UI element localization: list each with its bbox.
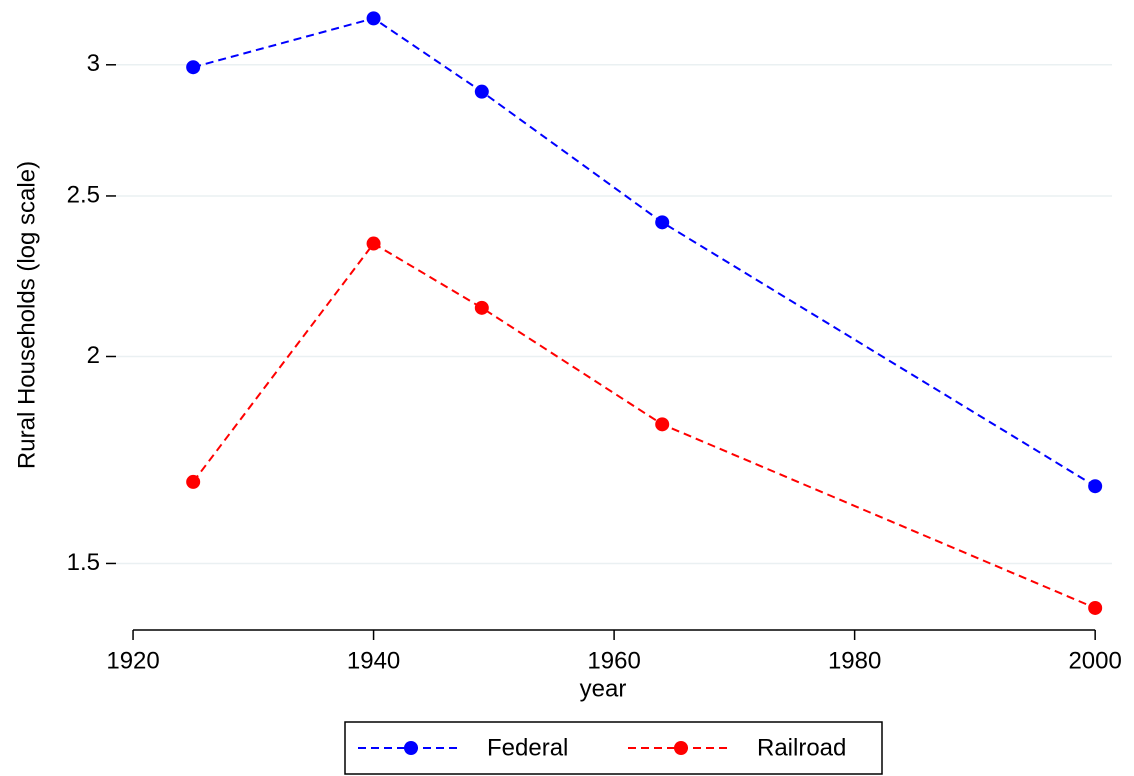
x-tick-label: 2000 [1068, 647, 1121, 674]
x-axis-label: year [580, 675, 627, 702]
marker [474, 300, 489, 315]
legend-box [344, 721, 883, 775]
legend-marker [404, 741, 418, 755]
x-tick-label: 1940 [347, 647, 400, 674]
marker [366, 11, 381, 26]
series-line [192, 17, 1096, 488]
marker [474, 84, 489, 99]
legend-label: Railroad [757, 734, 846, 761]
x-tick-label: 1980 [828, 647, 881, 674]
y-tick-label: 2.5 [67, 181, 100, 208]
x-tick-label: 1920 [106, 647, 159, 674]
y-axis-label: Rural Households (log scale) [13, 161, 40, 469]
marker [1088, 479, 1103, 494]
marker [186, 474, 201, 489]
series-line [192, 242, 1096, 609]
marker [655, 215, 670, 230]
legend-label: Federal [487, 734, 568, 761]
marker [1088, 600, 1103, 615]
y-tick-label: 2 [87, 342, 100, 369]
x-tick-label: 1960 [587, 647, 640, 674]
legend-marker [674, 741, 688, 755]
y-tick-label: 3 [87, 50, 100, 77]
marker [186, 60, 201, 75]
marker [366, 236, 381, 251]
y-tick-label: 1.5 [67, 549, 100, 576]
marker [655, 417, 670, 432]
